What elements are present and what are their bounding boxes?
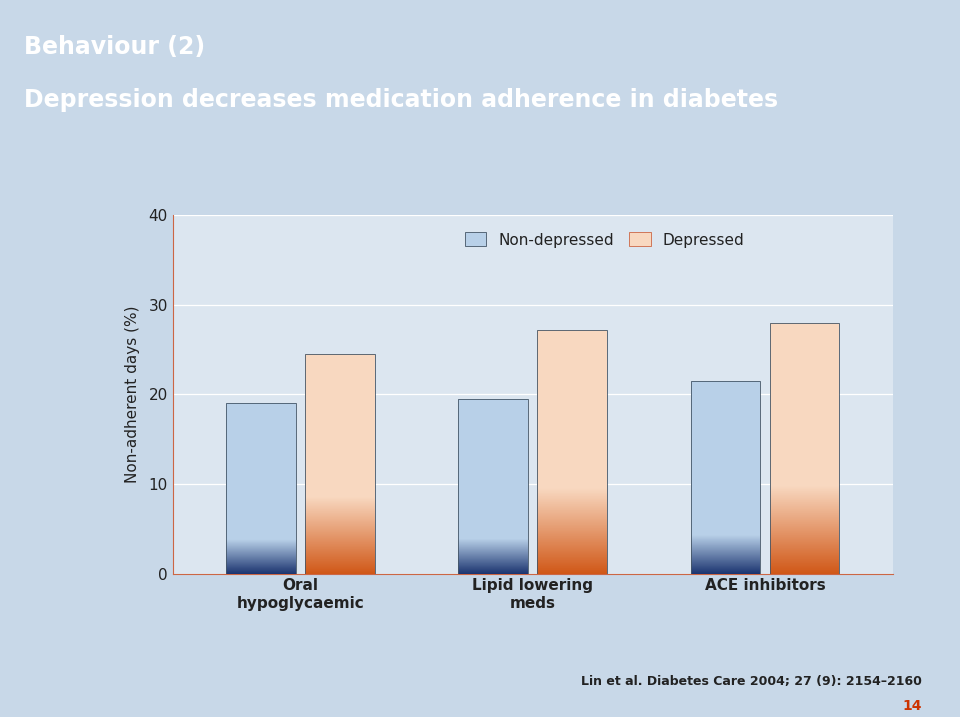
Bar: [770, 323, 839, 574]
Text: Depression decreases medication adherence in diabetes: Depression decreases medication adherenc…: [24, 88, 779, 112]
Bar: [770, 323, 839, 486]
Bar: [305, 354, 374, 574]
Bar: [305, 354, 374, 497]
Bar: [227, 403, 296, 574]
Text: Lin et al. Diabetes Care 2004; 27 (9): 2154–2160: Lin et al. Diabetes Care 2004; 27 (9): 2…: [581, 675, 922, 688]
Bar: [227, 403, 296, 539]
Y-axis label: Non-adherent days (%): Non-adherent days (%): [125, 305, 140, 483]
Bar: [691, 381, 760, 574]
Text: Behaviour (2): Behaviour (2): [24, 35, 205, 59]
Bar: [459, 399, 528, 538]
Bar: [538, 330, 607, 488]
Legend: Non-depressed, Depressed: Non-depressed, Depressed: [459, 227, 751, 254]
Text: 14: 14: [902, 699, 922, 713]
Bar: [538, 330, 607, 574]
Bar: [691, 381, 760, 535]
Bar: [459, 399, 528, 574]
